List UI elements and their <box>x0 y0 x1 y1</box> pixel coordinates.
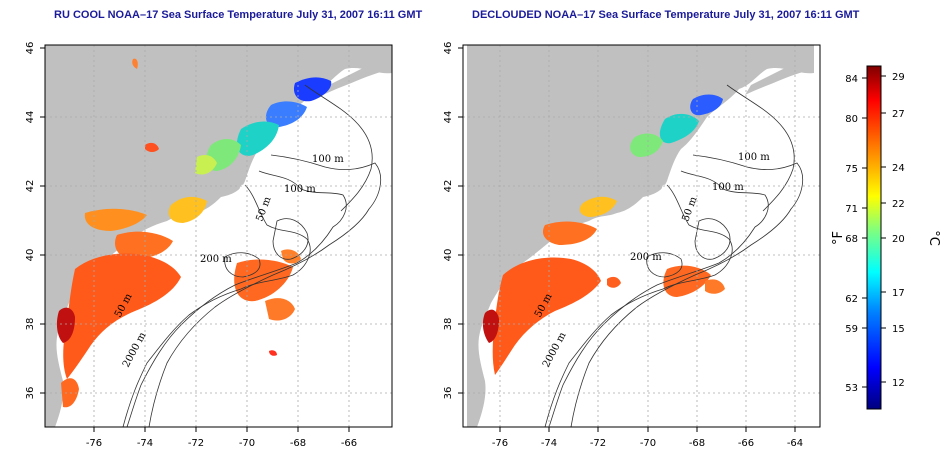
celsius-tick: 29 <box>892 72 905 83</box>
left-map-title: RU COOL NOAA–17 Sea Surface Temperature … <box>54 9 423 21</box>
right-lat-tick: 46 <box>443 42 454 55</box>
fahrenheit-tick: 53 <box>845 383 858 394</box>
right-lat-tick: 38 <box>443 318 454 331</box>
right-lon-tick: -76 <box>492 438 508 449</box>
left-lat-tick: 44 <box>25 111 36 124</box>
right-lat-tick: 36 <box>443 387 454 400</box>
right-gridlines <box>463 45 820 427</box>
fahrenheit-tick: 80 <box>845 114 858 125</box>
right-lon-tick: -66 <box>738 438 754 449</box>
fahrenheit-unit-label: °F <box>831 231 846 245</box>
right-lon-tick: -64 <box>787 438 803 449</box>
left-lat-tick: 42 <box>25 180 36 193</box>
left-lon-tick: -66 <box>341 438 357 449</box>
left-x-axis <box>93 427 350 432</box>
right-y-axis <box>458 47 463 394</box>
celsius-tick: 20 <box>892 234 905 245</box>
left-lon-tick: -74 <box>137 438 153 449</box>
left-lon-tick: -76 <box>86 438 102 449</box>
left-contour-label: 100 m <box>312 154 344 165</box>
celsius-tick: 15 <box>892 324 905 335</box>
right-contour-label: 200 m <box>630 252 662 263</box>
right-map-frame <box>462 44 821 428</box>
left-map-frame <box>44 44 393 428</box>
fahrenheit-tick: 62 <box>845 294 858 305</box>
right-lat-tick: 42 <box>443 180 454 193</box>
left-gridlines <box>45 45 392 427</box>
left-contour-label: 200 m <box>200 254 232 265</box>
right-lon-tick: -72 <box>590 438 606 449</box>
temperature-colorbar: 84 80 75 71 68 62 59 53 29 27 24 22 20 1… <box>831 65 941 410</box>
celsius-tick: 12 <box>892 378 905 389</box>
left-lon-tick: -72 <box>188 438 204 449</box>
right-map-title: DECLOUDED NOAA–17 Sea Surface Temperatur… <box>472 9 860 21</box>
celsius-tick: 24 <box>892 163 905 174</box>
fahrenheit-tick: 84 <box>845 74 858 85</box>
fahrenheit-tick: 68 <box>845 234 858 245</box>
colorbar-gradient <box>866 65 882 410</box>
right-lon-tick: -74 <box>541 438 557 449</box>
left-lon-tick: -70 <box>239 438 255 449</box>
fahrenheit-tick: 71 <box>845 204 858 215</box>
fahrenheit-tick: 75 <box>845 164 858 175</box>
celsius-tick: 17 <box>892 288 905 299</box>
celsius-tick: 27 <box>892 109 905 120</box>
right-x-axis <box>499 427 796 432</box>
left-map: 100 m 100 m 50 m 200 m 50 m 2000 m <box>44 44 393 428</box>
right-map: 100 m 100 m 50 m 200 m 50 m 2000 m <box>462 44 821 428</box>
celsius-unit-label: °C <box>926 230 941 246</box>
left-lat-tick: 36 <box>25 387 36 400</box>
left-lat-tick: 40 <box>25 249 36 262</box>
right-lon-tick: -70 <box>640 438 656 449</box>
right-contour-label: 100 m <box>738 152 770 163</box>
fahrenheit-tick: 59 <box>845 324 858 335</box>
left-y-axis <box>40 47 45 394</box>
right-contour-label: 100 m <box>712 182 744 193</box>
left-lon-tick: -68 <box>290 438 306 449</box>
celsius-tick: 22 <box>892 199 905 210</box>
left-lat-tick: 38 <box>25 318 36 331</box>
left-contour-label: 100 m <box>284 184 316 195</box>
right-lat-tick: 40 <box>443 249 454 262</box>
right-lon-tick: -68 <box>689 438 705 449</box>
left-lat-tick: 46 <box>25 42 36 55</box>
right-lat-tick: 44 <box>443 111 454 124</box>
